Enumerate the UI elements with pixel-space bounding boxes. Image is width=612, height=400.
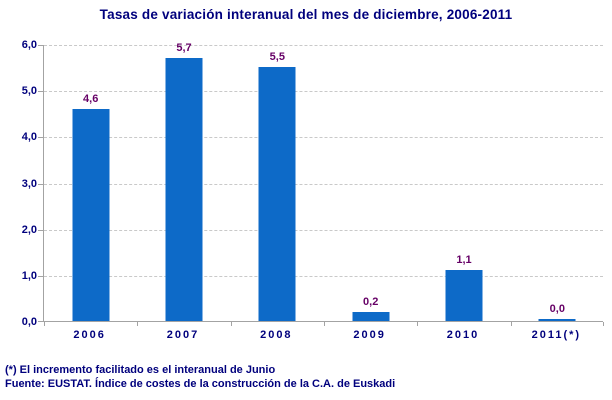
y-axis-tick-label: 5,0 bbox=[21, 85, 37, 98]
bar bbox=[538, 319, 576, 321]
y-axis-tick-label: 0,0 bbox=[21, 316, 37, 328]
bar-chart-plot-area: 4,6 5,7 5,5 0,2 1,1 0,0 bbox=[38, 41, 604, 326]
bar bbox=[258, 67, 296, 321]
bar-slot: 5,5 bbox=[231, 45, 324, 321]
y-axis-tick-label: 1,0 bbox=[21, 269, 37, 282]
bar-value-label: 1,1 bbox=[456, 254, 472, 267]
gridline bbox=[44, 183, 603, 185]
y-axis-tick bbox=[38, 91, 44, 93]
bar-value-label: 5,7 bbox=[176, 41, 192, 54]
x-axis-category-label: 2008 bbox=[260, 329, 293, 341]
y-axis-tick bbox=[38, 183, 44, 185]
bar bbox=[165, 57, 203, 321]
y-axis-tick bbox=[38, 321, 44, 322]
x-axis-tick bbox=[603, 322, 604, 326]
x-axis-tick bbox=[510, 322, 512, 326]
bar-value-label: 0,0 bbox=[549, 303, 565, 315]
y-axis-tick-label: 6,0 bbox=[21, 39, 37, 51]
bar-value-label: 5,5 bbox=[269, 51, 285, 64]
x-axis-tick bbox=[417, 322, 419, 326]
bar-value-label: 0,2 bbox=[363, 295, 379, 308]
gridline bbox=[44, 45, 603, 46]
x-axis-tick bbox=[44, 322, 45, 326]
y-axis-tick-label: 2,0 bbox=[21, 223, 37, 236]
bar-slot: 0,2 bbox=[324, 45, 417, 321]
bar-slot: 1,1 bbox=[417, 45, 510, 321]
bar bbox=[445, 270, 483, 321]
x-axis-category-label: 2006 bbox=[73, 329, 106, 341]
x-axis-tick bbox=[137, 322, 139, 326]
x-axis-category-label: 2009 bbox=[353, 329, 386, 341]
x-axis-category-label: 2010 bbox=[446, 329, 480, 341]
chart-title: Tasas de variación interanual del mes de… bbox=[99, 7, 513, 22]
gridline bbox=[44, 137, 603, 139]
bar-slot: 0,0 bbox=[511, 45, 604, 321]
y-axis-tick bbox=[38, 137, 44, 139]
x-axis-tick bbox=[230, 322, 232, 326]
bar bbox=[72, 108, 110, 321]
y-axis-tick bbox=[38, 275, 44, 277]
gridline bbox=[44, 229, 603, 231]
gridline bbox=[44, 275, 603, 277]
bar-slot: 5,7 bbox=[137, 41, 230, 321]
y-axis-tick-label: 4,0 bbox=[21, 131, 37, 144]
bar bbox=[352, 311, 390, 321]
x-axis-tick bbox=[324, 322, 325, 326]
x-axis-category-label: 2007 bbox=[166, 329, 200, 341]
y-axis-tick bbox=[38, 45, 44, 46]
bar-slot: 4,6 bbox=[44, 45, 137, 321]
gridline bbox=[44, 91, 603, 93]
y-axis-tick bbox=[38, 229, 44, 231]
footnote-source: Fuente: EUSTAT. Índice de costes de la c… bbox=[5, 378, 396, 390]
footnote-asterisk: (*) El incremento facilitado es el inter… bbox=[5, 364, 276, 376]
chart-footnotes: (*) El incremento facilitado es el inter… bbox=[5, 363, 395, 391]
y-axis-tick-label: 3,0 bbox=[21, 177, 37, 190]
bar-value-label: 4,6 bbox=[83, 92, 99, 105]
x-axis-category-label: 2011(*) bbox=[531, 329, 582, 341]
